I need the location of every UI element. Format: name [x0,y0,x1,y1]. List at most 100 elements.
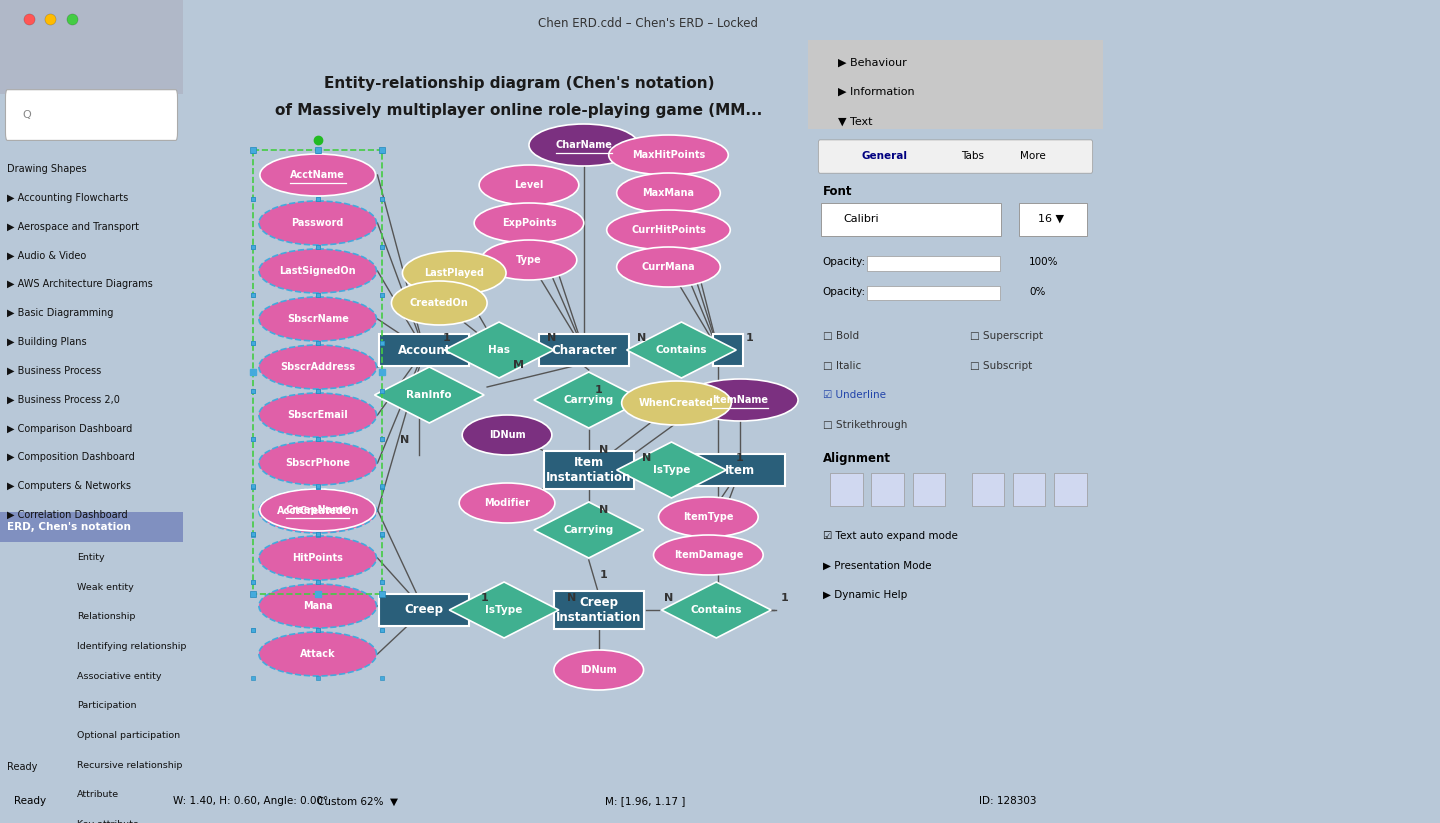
Text: Recursive relationship: Recursive relationship [76,760,183,770]
Text: CreatedOn: CreatedOn [410,298,468,308]
Text: 0%: 0% [1030,286,1045,296]
FancyBboxPatch shape [554,591,644,629]
Text: Character: Character [552,343,616,356]
Polygon shape [534,502,644,558]
FancyBboxPatch shape [1054,473,1087,506]
Text: Mana: Mana [302,601,333,611]
FancyBboxPatch shape [821,202,1001,236]
Polygon shape [626,322,736,378]
Text: ItemName: ItemName [713,395,768,405]
Text: Relationship: Relationship [76,612,135,621]
Text: Font: Font [822,185,852,198]
Text: Creep
Instantiation: Creep Instantiation [556,596,641,624]
Text: LastSignedOn: LastSignedOn [279,266,356,276]
Text: Optional participation: Optional participation [76,731,180,740]
Text: General: General [861,151,907,161]
Text: □ Superscript: □ Superscript [971,331,1043,341]
Ellipse shape [259,584,376,628]
Ellipse shape [616,247,720,287]
Text: ItemDamage: ItemDamage [674,550,743,560]
Text: Participation: Participation [76,701,137,710]
Ellipse shape [658,497,759,537]
Text: Key attribute: Key attribute [76,820,138,823]
Text: Drawing Shapes: Drawing Shapes [7,164,86,174]
Text: ▶ Business Process 2,0: ▶ Business Process 2,0 [7,395,120,405]
Text: Creep: Creep [405,603,444,616]
Ellipse shape [528,124,638,166]
Ellipse shape [654,535,763,575]
Ellipse shape [616,173,720,213]
Text: Q: Q [22,110,30,120]
FancyBboxPatch shape [808,40,1103,129]
Text: N: N [599,505,608,515]
Text: ▶ Audio & Video: ▶ Audio & Video [7,250,86,260]
FancyBboxPatch shape [539,334,629,366]
Text: HitPoints: HitPoints [292,553,343,563]
Text: CharName: CharName [556,140,612,150]
Text: 100%: 100% [1030,257,1058,267]
Text: Identifying relationship: Identifying relationship [76,642,186,651]
Text: ▶ Composition Dashboard: ▶ Composition Dashboard [7,453,135,463]
Text: MaxMana: MaxMana [642,188,694,198]
Text: Attack: Attack [300,649,336,659]
Text: ItemType: ItemType [683,512,733,522]
Text: N: N [547,333,556,343]
FancyBboxPatch shape [713,334,743,366]
Ellipse shape [259,249,376,293]
Text: 1: 1 [442,333,451,343]
Text: Opacity:: Opacity: [822,286,865,296]
Ellipse shape [259,441,376,485]
Text: 1: 1 [595,385,602,395]
Ellipse shape [259,345,376,389]
Ellipse shape [259,297,376,341]
Text: IsType: IsType [485,605,523,615]
Text: Item
Instantiation: Item Instantiation [546,456,632,484]
Text: Tabs: Tabs [962,151,985,161]
FancyBboxPatch shape [544,451,634,489]
Text: 1: 1 [481,593,488,603]
FancyBboxPatch shape [871,473,904,506]
Text: WhenCreated: WhenCreated [639,398,714,408]
Polygon shape [534,372,644,428]
FancyBboxPatch shape [696,454,785,486]
Text: Item: Item [726,463,756,477]
Text: ▶ Presentation Mode: ▶ Presentation Mode [822,560,932,570]
Text: Associative entity: Associative entity [76,672,161,681]
Text: Ready: Ready [14,797,46,807]
FancyBboxPatch shape [380,594,469,626]
Text: Carrying: Carrying [563,525,613,535]
Text: CreepName: CreepName [285,505,350,515]
Text: Entity-relationship diagram (Chen's notation): Entity-relationship diagram (Chen's nota… [324,76,714,91]
Ellipse shape [622,381,732,425]
Text: Level: Level [514,180,544,190]
FancyBboxPatch shape [818,140,1093,173]
FancyBboxPatch shape [867,286,999,300]
Ellipse shape [606,210,730,250]
Text: SbscrPhone: SbscrPhone [285,458,350,468]
Text: ▶ Dynamic Help: ▶ Dynamic Help [822,590,907,600]
Text: SbscrName: SbscrName [287,314,348,324]
Ellipse shape [259,154,376,196]
Text: Has: Has [488,345,510,355]
FancyBboxPatch shape [1012,473,1045,506]
Ellipse shape [259,393,376,437]
Ellipse shape [459,483,554,523]
Ellipse shape [259,489,376,533]
Text: N: N [400,435,409,445]
Text: N: N [599,445,608,455]
Polygon shape [661,582,772,638]
Text: Calibri: Calibri [844,214,878,224]
FancyBboxPatch shape [380,334,469,366]
Text: ▶ Building Plans: ▶ Building Plans [7,337,86,347]
Text: Alignment: Alignment [822,452,891,465]
Text: 1: 1 [736,453,743,463]
Text: N: N [636,333,647,343]
Text: AcctCreatedOn: AcctCreatedOn [276,506,359,516]
Ellipse shape [462,415,552,455]
Text: ▶ Accounting Flowcharts: ▶ Accounting Flowcharts [7,193,128,202]
Ellipse shape [259,201,376,245]
Text: CurrHitPoints: CurrHitPoints [631,225,706,235]
FancyBboxPatch shape [972,473,1004,506]
Text: Type: Type [516,255,541,265]
Text: 1: 1 [600,570,608,580]
